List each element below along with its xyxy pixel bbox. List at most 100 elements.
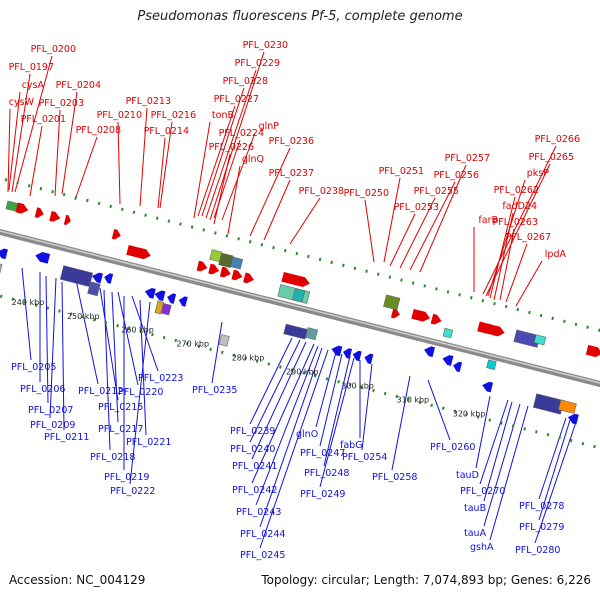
gene-block[interactable]: [533, 334, 547, 346]
forward-gene-arrow[interactable]: [281, 271, 311, 289]
forward-gene-label[interactable]: glnP: [259, 121, 280, 132]
reverse-gene-label[interactable]: PFL_0245: [240, 550, 285, 561]
reverse-gene-label[interactable]: PFL_0209: [30, 420, 75, 431]
reverse-gene-label[interactable]: fabG: [340, 440, 363, 451]
forward-gene-label[interactable]: fadD24: [502, 201, 537, 212]
forward-gene-label[interactable]: PFL_0238: [299, 186, 344, 197]
forward-gene-label[interactable]: PFL_0265: [529, 152, 574, 163]
forward-gene-label[interactable]: PFL_0203: [39, 98, 84, 109]
reverse-gene-label[interactable]: PFL_0270: [460, 486, 505, 497]
reverse-gene-arrow[interactable]: [178, 295, 188, 307]
reverse-gene-label[interactable]: PFL_0280: [515, 545, 560, 556]
reverse-gene-label[interactable]: PFL_0239: [230, 426, 275, 437]
reverse-gene-arrow[interactable]: [0, 247, 8, 260]
reverse-gene-label[interactable]: PFL_0207: [28, 405, 73, 416]
forward-gene-arrow[interactable]: [219, 266, 232, 279]
gene-block[interactable]: [230, 256, 244, 270]
forward-gene-label[interactable]: PFL_0204: [56, 80, 101, 91]
forward-gene-label[interactable]: PFL_0210: [97, 110, 142, 121]
reverse-gene-label[interactable]: PFL_0241: [232, 461, 277, 472]
reverse-gene-arrow[interactable]: [452, 361, 463, 373]
forward-gene-arrow[interactable]: [111, 228, 122, 241]
reverse-gene-label[interactable]: PFL_0249: [300, 489, 345, 500]
forward-gene-arrow[interactable]: [585, 344, 600, 359]
forward-gene-arrow[interactable]: [196, 260, 209, 273]
forward-gene-label[interactable]: cysW: [9, 97, 35, 108]
gene-block[interactable]: [291, 287, 306, 303]
reverse-gene-label[interactable]: PFL_0222: [110, 486, 155, 497]
forward-gene-label[interactable]: lpdA: [545, 249, 567, 260]
reverse-gene-label[interactable]: PFL_0258: [372, 472, 417, 483]
forward-gene-arrow[interactable]: [243, 272, 255, 285]
reverse-gene-label[interactable]: PFL_0221: [126, 437, 171, 448]
forward-gene-label[interactable]: PFL_0200: [31, 44, 76, 55]
gene-block[interactable]: [5, 200, 18, 212]
reverse-gene-arrow[interactable]: [103, 272, 114, 284]
gene-block[interactable]: [283, 323, 308, 340]
reverse-gene-arrow[interactable]: [363, 352, 374, 365]
reverse-gene-label[interactable]: tauB: [464, 503, 486, 514]
forward-gene-label[interactable]: pksP: [527, 168, 549, 179]
gene-block[interactable]: [87, 281, 101, 297]
gene-block[interactable]: [59, 265, 94, 287]
reverse-gene-label[interactable]: PFL_0217: [98, 424, 143, 435]
forward-gene-label[interactable]: PFL_0227: [214, 94, 259, 105]
forward-gene-arrow[interactable]: [411, 308, 431, 323]
forward-gene-label[interactable]: PFL_0201: [21, 114, 66, 125]
forward-gene-label[interactable]: PFL_0255: [414, 186, 459, 197]
forward-gene-arrow[interactable]: [137, 247, 152, 261]
forward-gene-label[interactable]: PFL_0250: [344, 188, 389, 199]
forward-gene-arrow[interactable]: [208, 263, 220, 276]
forward-gene-label[interactable]: PFL_0213: [126, 96, 171, 107]
forward-gene-label[interactable]: PFL_0262: [494, 185, 539, 196]
reverse-gene-arrow[interactable]: [567, 412, 579, 425]
gene-block[interactable]: [486, 359, 497, 370]
reverse-gene-label[interactable]: PFL_0254: [342, 452, 387, 463]
forward-gene-label[interactable]: PFL_0214: [144, 126, 189, 137]
forward-gene-label[interactable]: PFL_0267: [506, 232, 551, 243]
reverse-gene-label[interactable]: tauA: [464, 528, 487, 539]
forward-gene-label[interactable]: PFL_0236: [269, 136, 314, 147]
reverse-gene-arrow[interactable]: [330, 344, 343, 357]
reverse-gene-label[interactable]: PFL_0218: [90, 452, 135, 463]
reverse-gene-label[interactable]: PFL_0219: [104, 472, 149, 483]
forward-gene-label[interactable]: PFL_0237: [269, 168, 314, 179]
forward-gene-arrow[interactable]: [231, 269, 243, 282]
gene-block[interactable]: [218, 334, 230, 347]
gene-block[interactable]: [442, 327, 454, 339]
forward-gene-label[interactable]: PFL_0228: [223, 76, 268, 87]
forward-gene-arrow[interactable]: [34, 207, 45, 219]
reverse-gene-label[interactable]: glnO: [296, 429, 318, 440]
reverse-gene-arrow[interactable]: [144, 287, 156, 299]
forward-gene-label[interactable]: cysA: [22, 80, 45, 91]
forward-gene-arrow[interactable]: [430, 313, 443, 326]
gene-block[interactable]: [558, 399, 577, 414]
forward-gene-label[interactable]: PFL_0216: [151, 110, 196, 121]
forward-gene-label[interactable]: PFL_0251: [379, 166, 424, 177]
reverse-gene-label[interactable]: PFL_0206: [20, 384, 65, 395]
reverse-gene-label[interactable]: PFL_0220: [118, 387, 163, 398]
forward-gene-arrow[interactable]: [491, 325, 506, 338]
forward-gene-label[interactable]: PFL_0257: [445, 153, 490, 164]
forward-gene-label[interactable]: PFL_0197: [9, 62, 54, 73]
reverse-gene-label[interactable]: PFL_0243: [236, 507, 281, 518]
forward-gene-arrow[interactable]: [63, 214, 72, 226]
forward-gene-label[interactable]: PFL_0263: [493, 217, 538, 228]
reverse-gene-label[interactable]: PFL_0279: [519, 522, 564, 533]
reverse-gene-arrow[interactable]: [166, 292, 177, 304]
reverse-gene-label[interactable]: PFL_0212: [78, 386, 123, 397]
reverse-gene-arrow[interactable]: [481, 380, 494, 393]
reverse-gene-arrow[interactable]: [352, 350, 362, 362]
reverse-gene-label[interactable]: PFL_0215: [98, 402, 143, 413]
gene-block[interactable]: [383, 294, 401, 311]
reverse-gene-label[interactable]: PFL_0223: [138, 373, 183, 384]
forward-gene-label[interactable]: PFL_0226: [209, 142, 254, 153]
gene-block[interactable]: [160, 302, 172, 316]
reverse-gene-arrow[interactable]: [153, 289, 166, 302]
forward-gene-label[interactable]: PFL_0256: [434, 170, 479, 181]
reverse-gene-label[interactable]: PFL_0248: [304, 468, 349, 479]
reverse-gene-label[interactable]: PFL_0260: [430, 442, 475, 453]
reverse-gene-label[interactable]: PFL_0247: [300, 448, 345, 459]
forward-gene-arrow[interactable]: [15, 202, 29, 215]
forward-gene-label[interactable]: PFL_0253: [394, 202, 439, 213]
